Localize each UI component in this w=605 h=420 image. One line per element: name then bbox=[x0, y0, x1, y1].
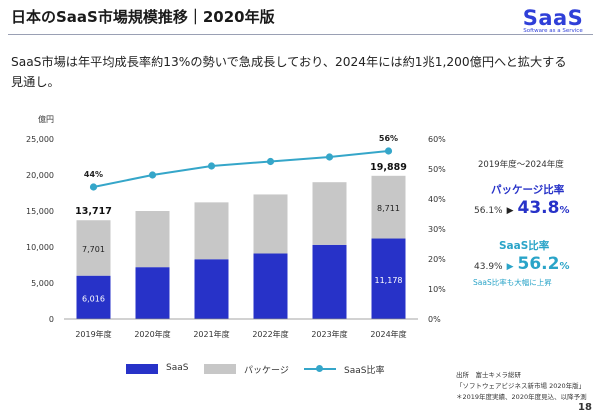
saas-ratio-from: 43.9% bbox=[474, 262, 503, 272]
package-ratio-from: 56.1% bbox=[474, 206, 503, 216]
legend-label-ratio: SaaS比率 bbox=[344, 366, 385, 376]
x-tick: 2023年度 bbox=[311, 329, 347, 339]
data-label-ratio: 44% bbox=[84, 170, 103, 179]
ratio-point bbox=[148, 171, 157, 179]
source-title: 「ソフトウェアビジネス新市場 2020年版」 bbox=[456, 382, 586, 390]
bar-saas bbox=[253, 253, 288, 319]
ratio-line bbox=[93, 150, 389, 188]
y-left-tick: 0 bbox=[49, 315, 54, 324]
ratio-point bbox=[89, 183, 98, 191]
ratio-note: SaaS比率も大幅に上昇 bbox=[473, 278, 552, 287]
ratio-point bbox=[207, 162, 216, 170]
page-title: 日本のSaaS市場規模推移｜2020年版 bbox=[11, 8, 275, 26]
saas-ratio-to: 56.2 bbox=[517, 254, 560, 274]
data-label-package: 7,701 bbox=[82, 245, 105, 254]
y-left-tick: 15,000 bbox=[26, 207, 54, 216]
saas-logo: SaaS Software as a Service bbox=[518, 6, 598, 36]
data-label-saas: 11,178 bbox=[375, 276, 403, 285]
bar-package bbox=[253, 194, 288, 254]
y-right-tick: 60% bbox=[428, 135, 446, 144]
y-left-tick: 10,000 bbox=[26, 243, 54, 252]
y-right-tick: 30% bbox=[428, 225, 446, 234]
bar-package bbox=[312, 182, 347, 245]
legend-swatch-saas bbox=[126, 364, 158, 374]
legend-label-saas: SaaS bbox=[166, 363, 189, 373]
saas-ratio-heading: SaaS比率 bbox=[499, 240, 550, 252]
package-ratio-heading: パッケージ比率 bbox=[491, 184, 565, 196]
bar-saas bbox=[312, 244, 347, 319]
y-left-unit: 億円 bbox=[38, 114, 54, 124]
saas-ratio-change: 43.9% ▶ 56.2% bbox=[474, 254, 570, 274]
x-tick: 2024年度 bbox=[370, 329, 406, 339]
legend-label-package: パッケージ bbox=[244, 366, 289, 376]
bar-package bbox=[371, 175, 406, 239]
y-right-tick: 0% bbox=[428, 315, 441, 324]
bar-package bbox=[135, 211, 170, 268]
bar-saas bbox=[371, 238, 406, 319]
legend-marker-ratio bbox=[316, 365, 323, 372]
y-right-tick: 20% bbox=[428, 255, 446, 264]
data-label-total: 13,717 bbox=[75, 206, 112, 217]
source-footnote: ＊2019年度実績、2020年度見込、以降予測 bbox=[456, 393, 587, 401]
data-label-saas: 6,016 bbox=[82, 294, 105, 303]
x-tick: 2020年度 bbox=[134, 329, 170, 339]
arrow-icon: ▶ bbox=[506, 262, 514, 272]
lead-text: SaaS市場は年平均成長率約13%の勢いで急成長しており、2024年には約1兆1… bbox=[11, 55, 567, 89]
logo-wordmark: SaaS bbox=[522, 6, 584, 30]
y-right-tick: 50% bbox=[428, 165, 446, 174]
saas-ratio-unit: % bbox=[559, 261, 570, 272]
panel-period: 2019年度〜2024年度 bbox=[478, 160, 564, 170]
y-right-tick: 10% bbox=[428, 285, 446, 294]
bar-saas bbox=[76, 275, 111, 319]
data-label-total: 19,889 bbox=[370, 162, 407, 173]
package-ratio-change: 56.1% ▶ 43.8% bbox=[474, 198, 570, 218]
ratio-point bbox=[325, 153, 334, 161]
page-number: 18 bbox=[578, 402, 592, 413]
source-publisher: 出所 富士キメラ総研 bbox=[456, 371, 521, 379]
x-tick: 2019年度 bbox=[75, 329, 111, 339]
bar-package bbox=[194, 202, 229, 260]
bar-saas bbox=[194, 259, 229, 319]
bar-saas bbox=[135, 267, 170, 319]
ratio-point bbox=[384, 147, 393, 155]
source-note: 出所 富士キメラ総研 「ソフトウェアビジネス新市場 2020年版」 ＊2019年… bbox=[456, 370, 587, 403]
y-left-tick: 25,000 bbox=[26, 135, 54, 144]
x-tick: 2022年度 bbox=[252, 329, 288, 339]
ratio-point bbox=[266, 157, 275, 166]
y-left-tick: 5,000 bbox=[31, 279, 54, 288]
data-label-ratio: 56% bbox=[379, 134, 398, 143]
y-right-tick: 40% bbox=[428, 195, 446, 204]
legend-swatch-package bbox=[204, 364, 236, 374]
data-label-package: 8,711 bbox=[377, 204, 400, 213]
y-left-tick: 20,000 bbox=[26, 171, 54, 180]
bar-package bbox=[76, 220, 111, 276]
title-divider bbox=[8, 34, 593, 35]
x-tick: 2021年度 bbox=[193, 329, 229, 339]
arrow-icon: ▶ bbox=[506, 206, 514, 216]
package-ratio-unit: % bbox=[559, 205, 570, 216]
package-ratio-to: 43.8 bbox=[517, 198, 560, 218]
logo-tagline: Software as a Service bbox=[523, 28, 583, 34]
